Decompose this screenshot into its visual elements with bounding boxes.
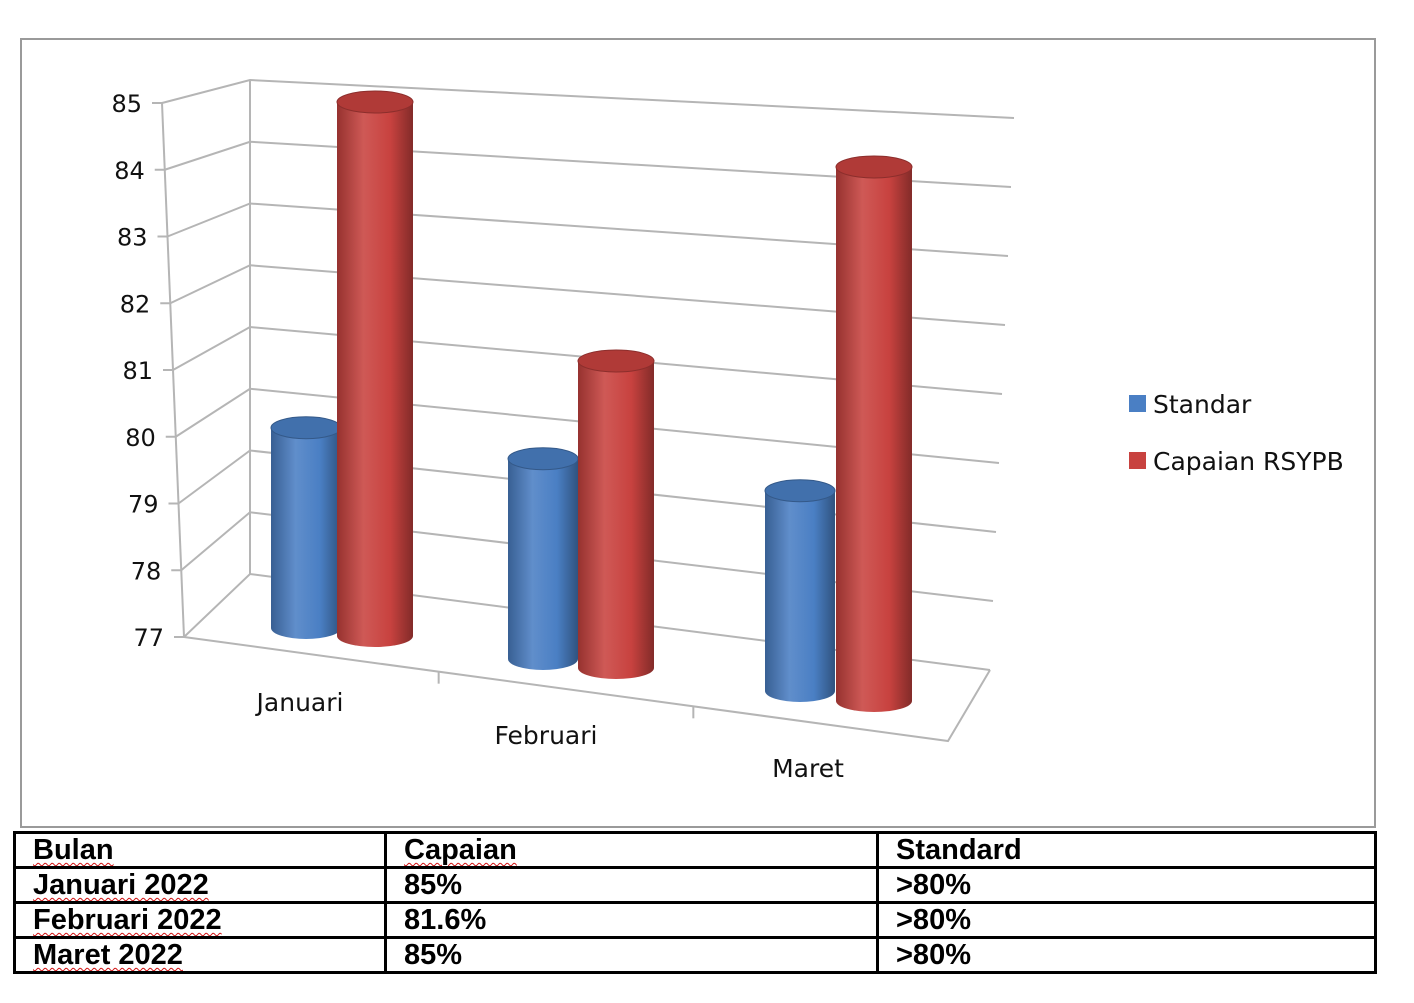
legend-swatch <box>1129 395 1146 412</box>
header-cell-bulan: Bulan <box>13 831 387 869</box>
row-cell-capaian: 85% <box>384 866 879 904</box>
header-cell-capaian: Capaian <box>384 831 879 869</box>
row-cell-standard: >80% <box>876 901 1377 939</box>
x-category-label: Maret <box>772 754 844 783</box>
legend-label: Standar <box>1153 390 1252 419</box>
chart-gridlines <box>152 78 1015 743</box>
gridline <box>161 78 1015 119</box>
x-category-label: Januari <box>255 688 344 717</box>
bar-capaian-februari <box>577 349 655 679</box>
bar-standar-februari <box>507 447 579 670</box>
bar-body <box>836 167 912 712</box>
chart-bars <box>270 90 913 712</box>
row-cell-capaian: 85% <box>384 936 879 974</box>
bar-standar-januari <box>270 416 342 639</box>
table-header-row: Bulan Capaian Standard <box>13 831 1377 869</box>
header-cell-standard: Standard <box>876 831 1377 869</box>
bar-top <box>577 349 655 373</box>
bar-body <box>271 427 341 639</box>
row-cell-standard: >80% <box>876 866 1377 904</box>
row-cell-capaian: 81.6% <box>384 901 879 939</box>
chart-legend: Standar Capaian RSYPB <box>1129 390 1344 476</box>
row-cell-standard: >80% <box>876 936 1377 974</box>
bar-top <box>336 90 414 114</box>
bar-standar-maret <box>764 479 836 702</box>
bar-capaian-januari <box>336 90 414 647</box>
x-category-label: Februari <box>495 721 598 750</box>
bar-top <box>764 479 836 503</box>
bar-body <box>508 458 578 670</box>
x-axis-categories: Januari Februari Maret <box>255 688 845 783</box>
bar-body <box>765 490 835 702</box>
y-tick-label: 80 <box>125 424 156 452</box>
y-tick-label: 81 <box>122 357 153 385</box>
y-tick-label: 83 <box>117 224 148 252</box>
y-axis-ticks: 77 78 79 80 81 82 83 84 85 <box>111 90 164 652</box>
bar-body <box>337 102 413 647</box>
legend-swatch <box>1129 452 1146 469</box>
y-tick-label: 85 <box>111 90 142 118</box>
bar-top <box>507 447 579 471</box>
y-tick-label: 78 <box>131 557 162 585</box>
data-table: Bulan Capaian Standard Januari 2022 85% … <box>13 831 1377 974</box>
table-row: Maret 2022 85% >80% <box>13 936 1377 974</box>
table-row: Februari 2022 81.6% >80% <box>13 901 1377 939</box>
bar-top <box>835 155 913 179</box>
legend-label: Capaian RSYPB <box>1153 447 1344 476</box>
bar-top <box>270 416 342 440</box>
y-tick-label: 82 <box>120 290 151 318</box>
y-tick-label: 77 <box>133 624 164 652</box>
y-tick-label: 84 <box>114 157 145 185</box>
bar-capaian-maret <box>835 155 913 712</box>
bar-body <box>578 360 654 679</box>
table-row: Januari 2022 85% >80% <box>13 866 1377 904</box>
y-tick-label: 79 <box>128 491 159 519</box>
row-cell-bulan: Januari 2022 <box>13 866 387 904</box>
row-cell-bulan: Februari 2022 <box>13 901 387 939</box>
row-cell-bulan: Maret 2022 <box>13 936 387 974</box>
